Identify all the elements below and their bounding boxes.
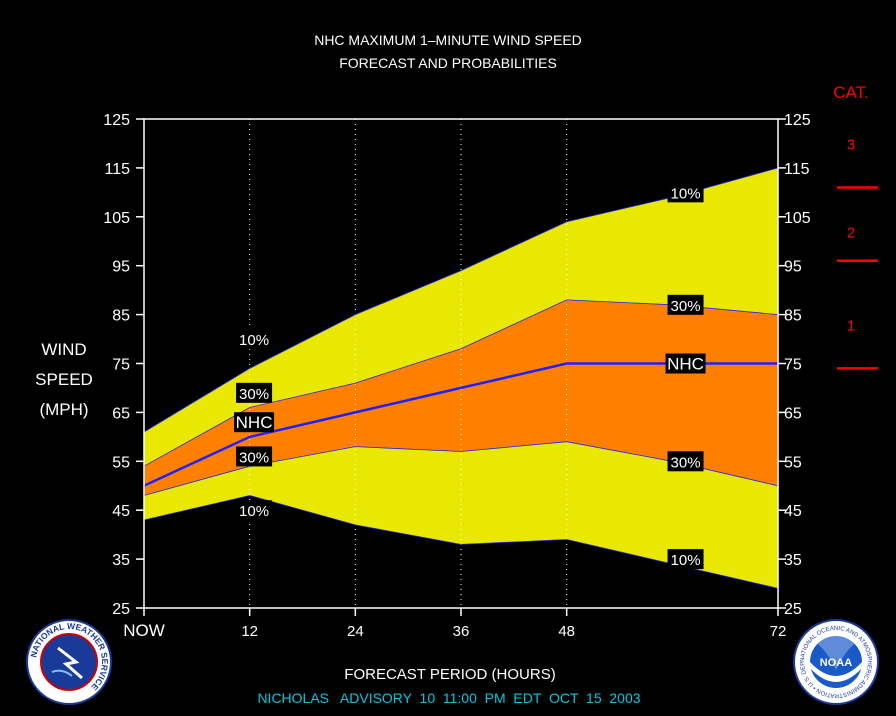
category-label: 1: [847, 317, 855, 334]
annotation-10-percent: 10%: [236, 500, 273, 521]
y-tick-label-right: 115: [784, 161, 810, 178]
x-tick-label: NOW: [123, 621, 165, 640]
annotation-text: 10%: [239, 503, 269, 520]
noaa-logo-text: NOAA: [820, 657, 852, 669]
advisory-line: NICHOLAS ADVISORY 10 11:00 PM EDT OCT 15…: [257, 690, 640, 706]
annotation-10-percent: 10%: [667, 182, 704, 203]
annotation-30-percent: 30%: [667, 451, 704, 472]
nws-logo: NATIONAL WEATHER SERVICE: [26, 619, 112, 705]
annotation-box: [234, 412, 275, 433]
y-tick-label-left: 75: [112, 357, 130, 374]
annotation-30-percent: 30%: [667, 294, 704, 315]
y-tick-label-left: 105: [103, 210, 130, 227]
probability-bands: [144, 167, 778, 589]
y-tick-label-right: 55: [784, 454, 802, 471]
y-tick-label-right: 85: [784, 308, 802, 325]
chart-title-line1: NHC MAXIMUM 1–MINUTE WIND SPEED: [314, 32, 582, 48]
annotation-box: [236, 446, 273, 467]
annotation-text: 30%: [239, 449, 269, 466]
annotation-box: [236, 382, 273, 403]
x-tick-label: 48: [558, 623, 575, 640]
y-tick-label-left: 25: [112, 601, 130, 618]
category-title: CAT.: [833, 83, 869, 102]
annotation-box: [236, 500, 273, 521]
y-tick-label-left: 95: [112, 259, 130, 276]
y-tick-label-left: 85: [112, 308, 130, 325]
y-tick-label-left: 115: [104, 161, 130, 178]
annotation-text: 30%: [239, 386, 269, 403]
annotation-box: [667, 549, 704, 570]
annotation-box: [667, 451, 704, 472]
annotation-nhc: NHC: [665, 353, 706, 374]
annotation-text: NHC: [236, 413, 273, 432]
y-tick-label-right: 95: [784, 259, 802, 276]
y-tick-label-right: 25: [784, 601, 802, 618]
y-tick-label-left: 125: [103, 112, 130, 129]
y-tick-label-right: 45: [784, 503, 802, 520]
annotation-text: 30%: [671, 298, 701, 315]
y-axis-ticks: 25 25 35 35 45 45 55 55 65 65 75 75 85 85 95 95 105 105 11…: [103, 112, 811, 618]
annotation-nhc: NHC: [234, 412, 275, 433]
x-tick-label: 72: [770, 623, 787, 640]
annotation-10-percent: 10%: [236, 329, 273, 350]
annotation-text: NHC: [667, 355, 704, 374]
y-tick-label-left: 65: [112, 405, 130, 422]
y-tick-label-right: 75: [784, 357, 802, 374]
y-tick-label-right: 35: [784, 552, 802, 569]
x-axis-label: FORECAST PERIOD (HOURS): [344, 666, 555, 683]
y-axis-label-line3: (MPH): [39, 400, 88, 419]
y-tick-label-left: 45: [112, 503, 130, 520]
chart-title-line2: FORECAST AND PROBABILITIES: [339, 55, 557, 71]
y-tick-label-left: 35: [112, 552, 130, 569]
annotation-text: 10%: [239, 332, 269, 349]
x-tick-label: 12: [241, 623, 258, 640]
annotation-box: [236, 329, 273, 350]
y-tick-label-right: 105: [784, 210, 811, 227]
annotation-box: [667, 294, 704, 315]
x-axis-ticks: NOW 12 24 36 48 72: [123, 608, 786, 640]
annotation-10-percent: 10%: [667, 549, 704, 570]
y-tick-label-right: 125: [784, 112, 811, 129]
x-tick-label: 36: [453, 623, 470, 640]
x-tick-label: 24: [347, 623, 364, 640]
y-axis-label-line1: WIND: [41, 340, 86, 359]
y-tick-label-right: 65: [784, 405, 802, 422]
category-legend: 3 2 1: [837, 136, 878, 370]
annotation-box: [665, 353, 706, 374]
annotation-box: [667, 182, 704, 203]
annotation-text: 30%: [671, 454, 701, 471]
annotation-30-percent: 30%: [236, 446, 273, 467]
annotation-text: 10%: [671, 185, 701, 202]
annotation-30-percent: 30%: [236, 382, 273, 403]
y-tick-label-left: 55: [112, 454, 130, 471]
annotation-text: 10%: [671, 552, 701, 569]
category-label: 3: [847, 136, 855, 153]
probability-labels: 10% 30% NHC 30% 10% 10% 30% NHC 30% 10%: [234, 182, 706, 570]
band-30-percent: [144, 299, 778, 496]
category-label: 2: [847, 224, 855, 241]
y-axis-label-line2: SPEED: [35, 370, 93, 389]
